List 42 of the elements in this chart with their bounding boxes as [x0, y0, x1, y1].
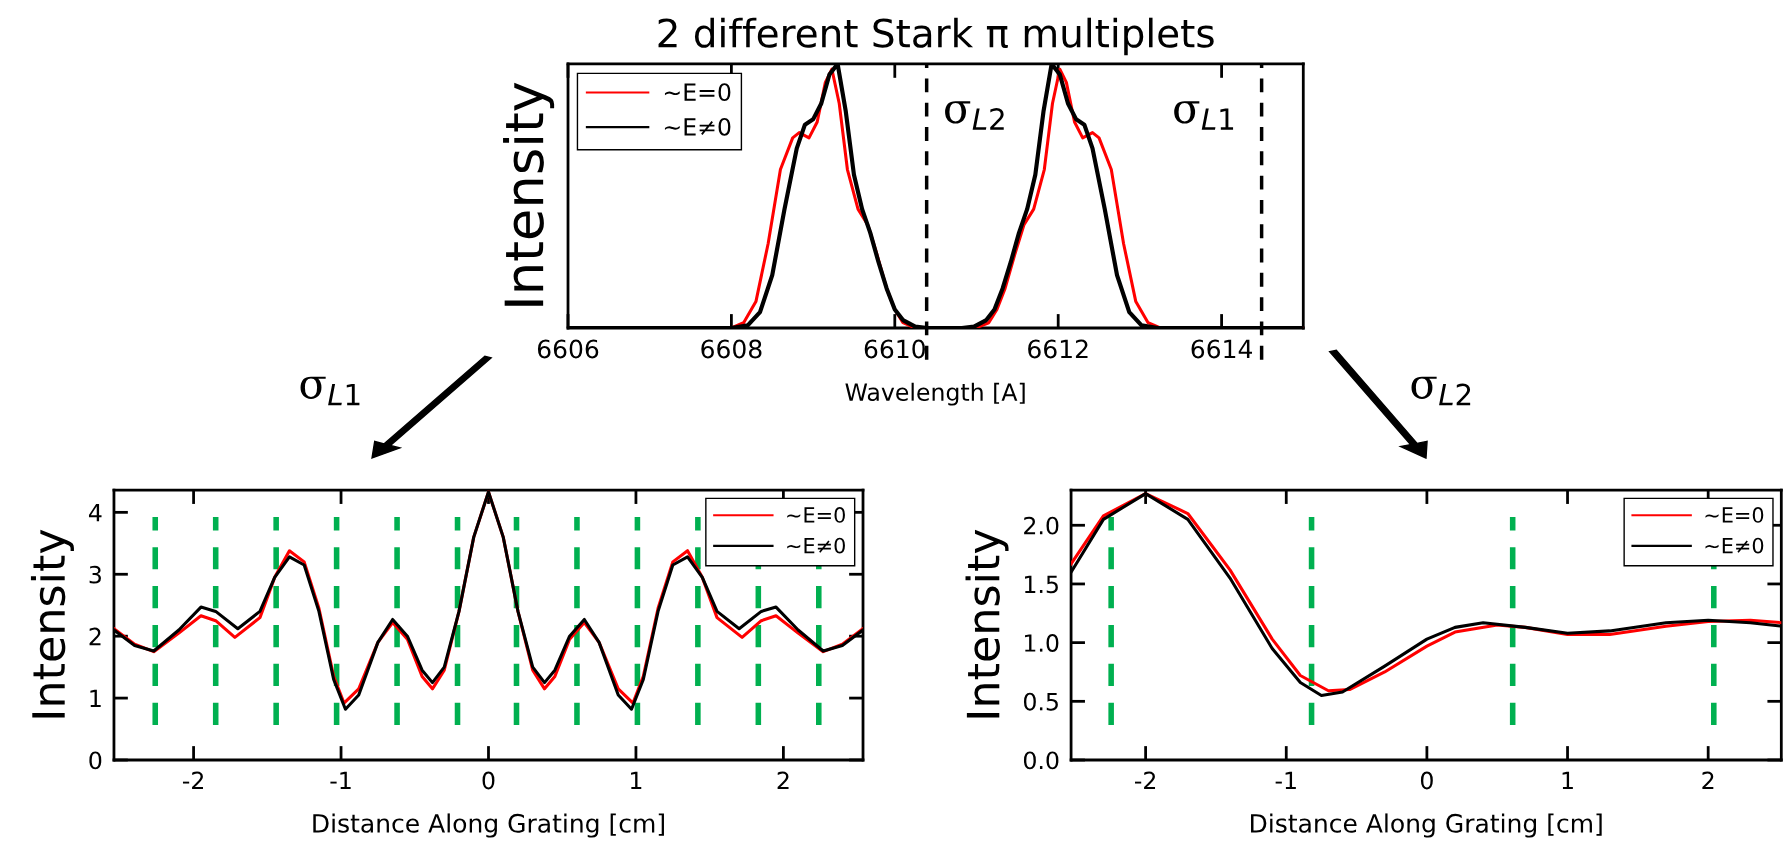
legend-label: ~E=0	[1705, 507, 1764, 523]
ref-line-label: σ$_{L1}$	[1174, 101, 1234, 130]
x-axis-title: Wavelength [A]	[845, 382, 1025, 406]
x-tick-label: -2	[1135, 771, 1156, 790]
x-tick-label: 1	[1562, 771, 1573, 790]
x-tick-label: -1	[1275, 771, 1296, 790]
legend-label: ~E≠0	[787, 537, 845, 554]
x-tick-label: 0	[482, 771, 495, 790]
x-axis-title: Distance Along Grating [cm]	[313, 813, 664, 838]
y-tick-label: 1.0	[1025, 634, 1059, 652]
ref-line-label: σ$_{L2}$	[945, 101, 1004, 130]
x-tick-label: 6606	[537, 339, 599, 359]
legend-label: ~E=0	[664, 83, 731, 102]
x-tick-label: 6610	[864, 339, 925, 359]
legend-label: ~E≠0	[664, 117, 731, 136]
text: σ$_{L1}$	[300, 376, 360, 406]
x-tick-label: 6614	[1191, 339, 1252, 359]
y-tick-label: 2	[89, 627, 101, 646]
legend-label: ~E≠0	[1705, 537, 1764, 554]
y-tick-label: 4	[88, 504, 102, 522]
y-tick-label: 0.5	[1023, 692, 1058, 711]
y-axis-title: Intensity	[965, 529, 1009, 718]
x-tick-label: 1	[631, 771, 642, 790]
y-tick-label: 1	[90, 689, 101, 708]
y-axis-title: Intensity	[503, 82, 555, 306]
x-tick-label: 0	[1420, 771, 1433, 790]
x-tick-label: 6612	[1028, 339, 1088, 359]
y-tick-label: 0	[89, 751, 102, 770]
x-tick-label: -1	[330, 771, 351, 790]
x-tick-label: -2	[182, 771, 203, 790]
y-tick-label: 0.0	[1023, 751, 1059, 770]
y-tick-label: 3	[89, 565, 101, 584]
chart-title: 2 different Stark π multiplets	[658, 17, 1214, 56]
y-tick-label: 1.5	[1025, 575, 1058, 594]
x-tick-label: 6608	[701, 339, 762, 359]
x-tick-label: 2	[1702, 771, 1714, 790]
legend-label: ~E=0	[787, 507, 845, 523]
text: σ$_{L2}$	[1411, 376, 1471, 406]
y-tick-label: 2.0	[1024, 516, 1059, 535]
x-axis-title: Distance Along Grating [cm]	[1251, 813, 1602, 838]
x-tick-label: 2	[777, 771, 789, 790]
y-axis-title: Intensity	[30, 529, 74, 718]
